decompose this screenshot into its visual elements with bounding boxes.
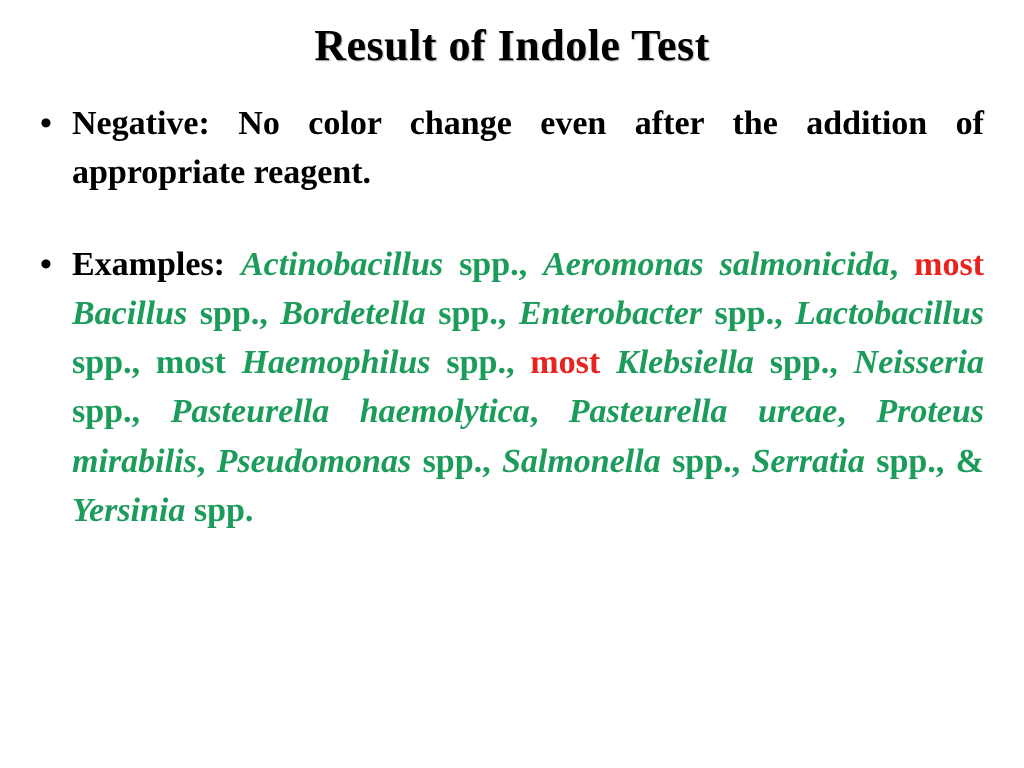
examples-segment: Pasteurella haemolytica: [171, 393, 530, 430]
examples-segment: most: [530, 344, 600, 381]
examples-segment: Klebsiella: [616, 344, 754, 381]
examples-segment: Bacillus: [72, 295, 187, 332]
examples-segment: spp.,: [72, 393, 171, 430]
examples-segment: [600, 344, 616, 381]
examples-segment: spp., &: [865, 443, 984, 480]
examples-segment: spp.,: [426, 295, 519, 332]
examples-label: Examples:: [72, 246, 225, 283]
negative-label: Negative:: [72, 105, 210, 142]
examples-content: Actinobacillus spp., Aeromonas salmonici…: [72, 246, 984, 529]
examples-segment: ,: [837, 393, 876, 430]
examples-segment: spp.,: [702, 295, 795, 332]
examples-segment: Enterobacter: [519, 295, 702, 332]
bullet-list: Negative: No color change even after the…: [40, 99, 984, 535]
examples-segment: spp.,: [661, 443, 752, 480]
examples-segment: spp.,: [187, 295, 280, 332]
examples-segment: spp., most: [72, 344, 242, 381]
examples-segment: Salmonella: [502, 443, 661, 480]
examples-segment: ,: [197, 443, 217, 480]
examples-segment: Aeromonas salmonicida: [543, 246, 890, 283]
examples-segment: spp.: [185, 492, 253, 529]
examples-segment: Yersinia: [72, 492, 185, 529]
examples-segment: Bordetella: [280, 295, 425, 332]
examples-segment: Pseudomonas: [217, 443, 412, 480]
bullet-examples: Examples: Actinobacillus spp., Aeromonas…: [72, 240, 984, 536]
examples-segment: Neisseria: [854, 344, 984, 381]
examples-segment: Haemophilus: [242, 344, 431, 381]
examples-segment: spp.,: [443, 246, 543, 283]
examples-segment: Actinobacillus: [241, 246, 443, 283]
examples-segment: most: [914, 246, 984, 283]
examples-segment: Lactobacillus: [795, 295, 984, 332]
examples-segment: [225, 246, 241, 283]
examples-segment: spp.,: [431, 344, 531, 381]
examples-segment: spp.,: [411, 443, 502, 480]
examples-segment: Pasteurella ureae: [569, 393, 838, 430]
examples-segment: Serratia: [752, 443, 865, 480]
examples-segment: ,: [890, 246, 914, 283]
page-title: Result of Indole Test: [40, 20, 984, 71]
bullet-negative: Negative: No color change even after the…: [72, 99, 984, 198]
examples-segment: spp.,: [754, 344, 854, 381]
examples-segment: ,: [530, 393, 569, 430]
